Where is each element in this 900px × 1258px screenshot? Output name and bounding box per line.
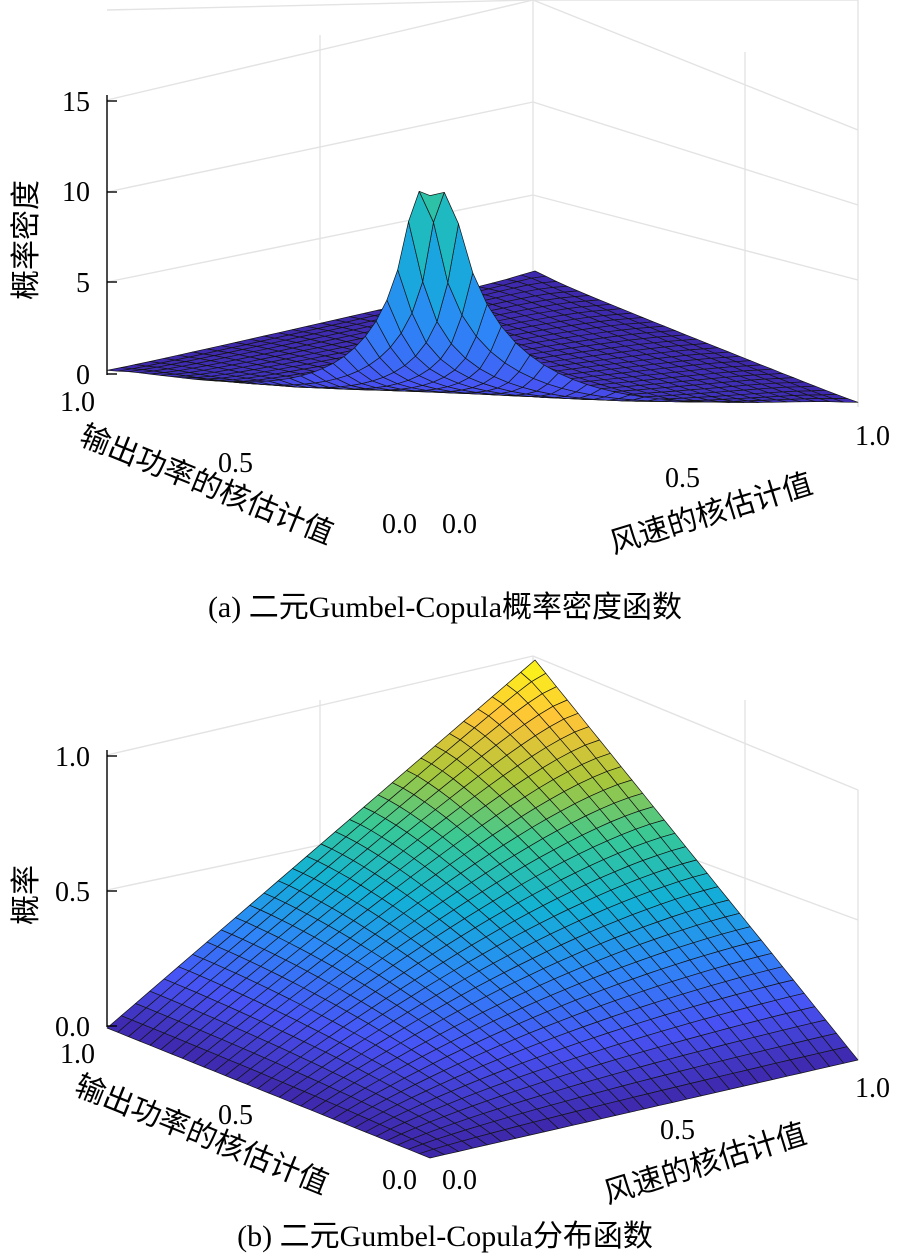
chart-a-y-tick-2: 1.0 — [60, 387, 95, 418]
chart-a-x-tick-0: 0.0 — [442, 509, 477, 540]
chart-a-x-label: 风速的核估计值 — [606, 466, 817, 561]
chart-b-z-tick-0: 0.0 — [55, 1012, 90, 1043]
chart-b-z-label: 概率 — [9, 865, 44, 925]
distribution-chart: 0.0 0.5 1.0 1.0 0.5 0.0 0.0 0.5 1.0 概率 输… — [9, 655, 890, 1253]
chart-b-y-tick-2: 1.0 — [60, 1039, 95, 1070]
chart-a-x-tick-1: 0.5 — [665, 463, 700, 494]
density-surface — [106, 190, 859, 403]
density-chart: 0 5 10 15 1.0 0.5 0.0 0.0 0.5 1.0 概率密度 输… — [9, 0, 890, 624]
distribution-surface — [106, 659, 859, 1159]
chart-a-x-tick-2: 1.0 — [855, 421, 890, 452]
chart-b-y-tick-0: 0.0 — [382, 1165, 417, 1196]
chart-a-y-tick-0: 0.0 — [382, 509, 417, 540]
density-surface-facet — [418, 190, 445, 223]
chart-a-caption: (a) 二元Gumbel-Copula概率密度函数 — [208, 591, 682, 624]
chart-b-x-label: 风速的核估计值 — [600, 1116, 811, 1211]
distribution-surface-facet — [418, 1148, 445, 1159]
chart-b-z-tick-2: 1.0 — [55, 742, 90, 773]
chart-a-y-tick-1: 0.5 — [218, 448, 253, 479]
chart-b-x-tick-2: 1.0 — [855, 1073, 890, 1104]
chart-a-z-tick-0: 0 — [76, 360, 90, 391]
chart-a-z-tick-2: 10 — [62, 177, 90, 208]
chart-b-y-tick-1: 0.5 — [218, 1100, 253, 1131]
chart-a-z-tick-3: 15 — [62, 87, 90, 118]
chart-a-z-label: 概率密度 — [9, 180, 44, 300]
chart-b-x-tick-0: 0.0 — [442, 1165, 477, 1196]
chart-a-grid — [106, 0, 859, 407]
chart-a-y-label: 输出功率的核估计值 — [75, 418, 338, 552]
chart-b-x-tick-1: 0.5 — [660, 1115, 695, 1146]
chart-a-z-tick-1: 5 — [76, 268, 90, 299]
chart-b-z-tick-1: 0.5 — [55, 877, 90, 908]
chart-b-caption: (b) 二元Gumbel-Copula分布函数 — [237, 1220, 653, 1253]
